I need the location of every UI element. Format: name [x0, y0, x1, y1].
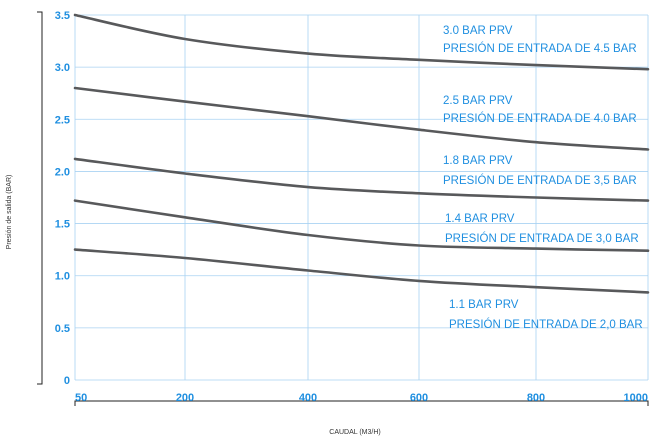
- y-tick-label: 3.5: [55, 10, 70, 22]
- y-tick-label: 1.0: [55, 271, 70, 283]
- series-lines: [73, 13, 650, 294]
- axes: [37, 11, 649, 406]
- y-axis-line: [37, 11, 43, 385]
- series-label-name: 3.0 BAR PRV: [443, 25, 513, 37]
- y-tick-label: 3.0: [55, 62, 70, 74]
- x-tick-label: 400: [299, 392, 317, 404]
- y-tick-label: 2.5: [55, 114, 70, 126]
- series-label-inlet: PRESIÓN DE ENTRADA DE 2,0 BAR: [449, 318, 643, 331]
- series-label-name: 1.1 BAR PRV: [449, 299, 519, 311]
- x-tick-label: 800: [527, 392, 545, 404]
- series-label-inlet: PRESIÓN DE ENTRADA DE 3,5 BAR: [443, 174, 637, 187]
- x-tick-label: 50: [75, 392, 87, 404]
- x-axis-title: CAUDAL (M3/H): [329, 429, 380, 436]
- series-line: [73, 199, 650, 252]
- x-tick-label: 600: [410, 392, 428, 404]
- series-labels: 3.0 BAR PRV PRESIÓN DE ENTRADA DE 4.5 BAR…: [443, 25, 643, 331]
- series-label-inlet: PRESIÓN DE ENTRADA DE 4.0 BAR: [443, 112, 637, 125]
- y-tick-label: 0.5: [55, 323, 70, 335]
- x-tick-label: 1000: [624, 392, 648, 404]
- y-axis-title: Presión de salida (BAR): [6, 175, 13, 250]
- series-label-name: 1.8 BAR PRV: [443, 155, 513, 167]
- series-label-inlet: PRESIÓN DE ENTRADA DE 3,0 BAR: [445, 232, 639, 245]
- x-tick-label: 200: [176, 392, 194, 404]
- y-tick-label: 2.0: [55, 166, 70, 178]
- y-tick-label: 0: [64, 375, 70, 387]
- series-line: [73, 248, 650, 294]
- x-axis-line: [74, 400, 649, 406]
- tick-labels: 0 0.5 1.0 1.5 2.0 2.5 3.0 3.5 50 200 400 600 800 1000: [55, 10, 648, 404]
- series-label-name: 1.4 BAR PRV: [445, 213, 515, 225]
- series-line: [73, 157, 650, 202]
- series-label-name: 2.5 BAR PRV: [443, 95, 513, 107]
- series-line: [73, 13, 650, 71]
- y-tick-label: 1.5: [55, 219, 70, 231]
- series-label-inlet: PRESIÓN DE ENTRADA DE 4.5 BAR: [443, 42, 637, 55]
- series-line: [73, 86, 650, 151]
